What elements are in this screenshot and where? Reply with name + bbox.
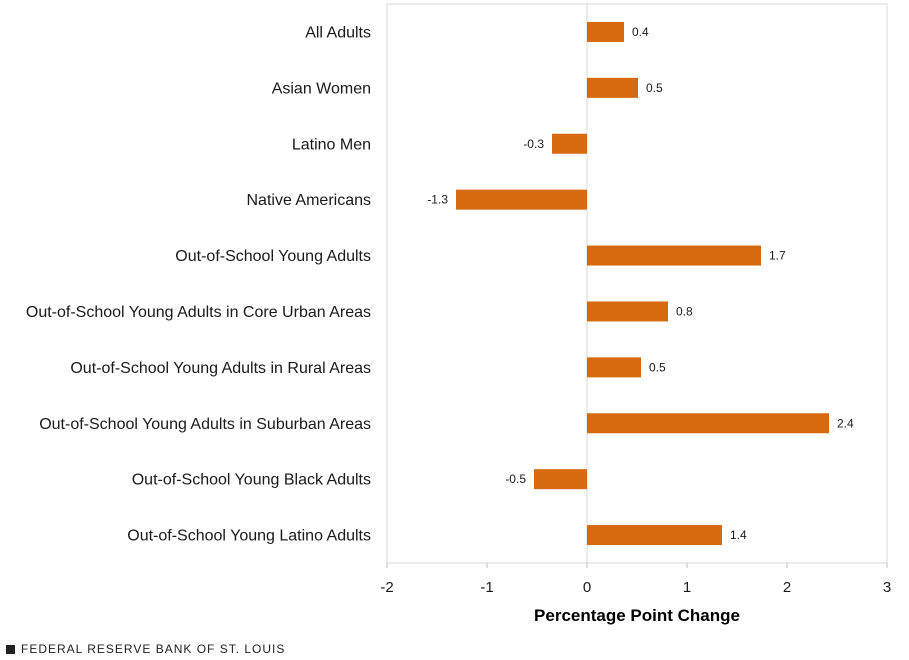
data-label: 0.8: [676, 304, 693, 318]
category-labels: All Adults Asian Women Latino Men Native Am…: [26, 24, 371, 544]
x-tick-label: 1: [683, 579, 691, 596]
category-label: Out-of-School Young Adults in Core Urban…: [26, 304, 371, 321]
category-label: All Adults: [305, 24, 371, 41]
data-label: 1.7: [769, 249, 786, 263]
data-label: -1.3: [427, 193, 448, 207]
bar: [587, 21, 624, 42]
category-label: Asian Women: [272, 80, 371, 97]
data-label: 0.4: [632, 25, 649, 39]
x-tick-label: 3: [883, 579, 891, 596]
footer-square-icon: [6, 644, 15, 654]
bar-chart: All Adults Asian Women Latino Men Native Am…: [26, 3, 891, 625]
bar: [587, 525, 722, 546]
footer: FEDERAL RESERVE BANK OF ST. LOUIS: [6, 642, 285, 656]
bar: [587, 301, 668, 322]
data-label: 0.5: [646, 81, 663, 95]
category-label: Out-of-School Young Black Adults: [132, 472, 371, 489]
value-labels: 0.4 0.5 -0.3 -1.3 1.7 0.8 0.5 2.4 -0.5 1.4: [427, 25, 854, 542]
data-label: 1.4: [730, 528, 747, 542]
bar: [587, 357, 641, 378]
data-label: -0.3: [523, 137, 544, 151]
bar: [587, 413, 829, 434]
bar: [552, 133, 587, 154]
data-label: -0.5: [505, 472, 526, 486]
category-label: Out-of-School Young Adults: [175, 248, 371, 265]
x-tick-label: 2: [783, 579, 791, 596]
category-label: Native Americans: [247, 192, 372, 209]
category-label: Latino Men: [292, 136, 371, 153]
data-label: 0.5: [649, 360, 666, 374]
x-tick-label: 0: [583, 579, 591, 596]
bar: [534, 469, 587, 490]
bars-group: [456, 21, 829, 546]
plot-border: [386, 3, 888, 564]
x-axis-title: Percentage Point Change: [534, 606, 740, 625]
x-tick-label: -2: [380, 579, 393, 596]
footer-source: FEDERAL RESERVE BANK OF ST. LOUIS: [21, 642, 286, 656]
category-label: Out-of-School Young Adults in Suburban A…: [39, 416, 371, 433]
bar: [587, 77, 638, 98]
data-label: 2.4: [837, 416, 854, 430]
x-tick-label: -1: [480, 579, 493, 596]
bar: [456, 189, 587, 210]
category-label: Out-of-School Young Latino Adults: [127, 528, 371, 545]
category-label: Out-of-School Young Adults in Rural Area…: [70, 360, 371, 377]
bar: [587, 245, 761, 266]
x-axis-ticks: -2 -1 0 1 2 3: [380, 563, 891, 596]
